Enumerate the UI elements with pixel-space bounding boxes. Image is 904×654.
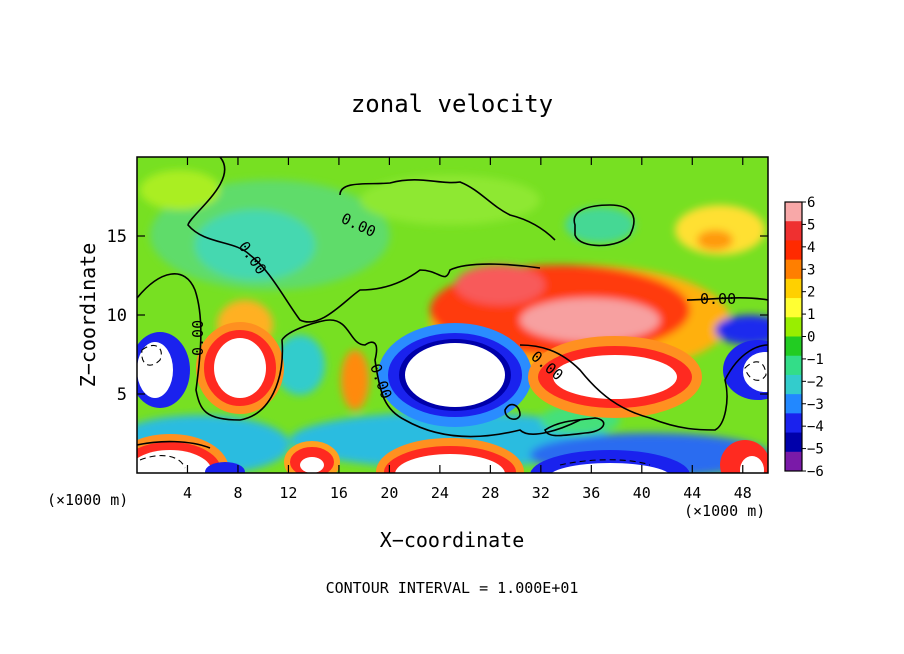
- vortex-cores: [137, 322, 768, 473]
- x-tick-label: 16: [330, 484, 348, 502]
- colorbar-swatch: [785, 317, 802, 337]
- y-tick-label: 10: [107, 306, 127, 326]
- x-axis: 4 8 12 16 20 24 28 32 36 40 44 48: [183, 157, 752, 502]
- chart-title: zonal velocity: [351, 90, 553, 118]
- colorbar-swatch: [785, 259, 802, 280]
- colorbar-label: −4: [807, 419, 824, 435]
- colorbar-label: 6: [807, 195, 815, 211]
- colorbar: 6 5 4 3 2 1 0 −1 −2 −3 −4 −5 −6: [784, 195, 824, 480]
- colorbar-label: 0: [807, 330, 815, 346]
- colorbar-swatch: [785, 355, 802, 376]
- contour-interval-footer: CONTOUR INTERVAL = 1.000E+01: [326, 579, 579, 597]
- zero-contours: [137, 157, 768, 469]
- contour-label: 0.00: [189, 320, 207, 356]
- colorbar-label: 2: [807, 285, 815, 301]
- colorbar-swatch: [785, 221, 802, 241]
- x-tick-label: 24: [431, 484, 449, 502]
- x-tick-label: 32: [532, 484, 550, 502]
- colorbar-swatch: [785, 451, 802, 472]
- colorbar-label: 3: [807, 262, 815, 278]
- x-tick-label: 28: [481, 484, 499, 502]
- x-unit-right: (×1000 m): [684, 502, 765, 520]
- colorbar-label: 1: [807, 307, 815, 323]
- y-axis-label: Z−coordinate: [76, 243, 100, 388]
- colorbar-label: −3: [807, 397, 824, 413]
- colorbar-swatch: [785, 374, 802, 395]
- colorbar-label: −5: [807, 442, 824, 458]
- x-tick-label: 44: [683, 484, 701, 502]
- colorbar-swatch: [785, 298, 802, 318]
- colorbar-swatch: [785, 240, 802, 261]
- velocity-field: [137, 157, 768, 473]
- colorbar-label: −1: [807, 352, 824, 368]
- x-tick-label: 40: [633, 484, 651, 502]
- colorbar-swatch: [785, 394, 802, 414]
- x-tick-label: 12: [279, 484, 297, 502]
- x-axis-label: X−coordinate: [380, 528, 525, 552]
- colorbar-swatch: [785, 202, 802, 222]
- colorbar-swatch: [785, 413, 802, 434]
- colorbar-swatch: [785, 336, 802, 357]
- x-tick-label: 48: [734, 484, 752, 502]
- contour-label: 0.00: [700, 290, 736, 308]
- y-tick-label: 15: [107, 227, 127, 247]
- y-tick-label: 5: [117, 385, 127, 405]
- x-tick-label: 20: [380, 484, 398, 502]
- colorbar-swatch: [785, 432, 802, 453]
- colorbar-label: −6: [807, 464, 824, 480]
- colorbar-label: 5: [807, 217, 815, 233]
- colorbar-swatch: [785, 278, 802, 299]
- x-tick-label: 8: [233, 484, 242, 502]
- x-unit-left: (×1000 m): [47, 491, 128, 509]
- y-axis: 5 10 15: [107, 227, 768, 405]
- colorbar-label: −2: [807, 374, 824, 390]
- colorbar-label: 4: [807, 240, 815, 256]
- x-tick-label: 36: [582, 484, 600, 502]
- x-tick-label: 4: [183, 484, 192, 502]
